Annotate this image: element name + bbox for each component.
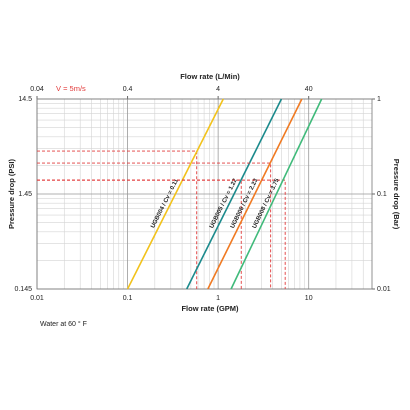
y-tick-label: 0.145	[14, 286, 32, 293]
y2-tick-label: 0.1	[377, 191, 387, 198]
x2-tick-label: 0.04	[30, 86, 44, 93]
x2-axis-title: Flow rate (L/Min)	[180, 72, 240, 81]
reference-line	[37, 179, 286, 289]
plot-frame	[36, 98, 373, 290]
x-tick-label: 0.1	[123, 295, 133, 302]
note: Water at 60 ° F	[40, 320, 87, 328]
x-tick-label: 10	[305, 295, 313, 302]
y-tick-label: 14.5	[18, 96, 32, 103]
y-axis-title: Pressure drop (PSI)	[7, 158, 16, 229]
reference-line	[37, 150, 198, 289]
y-tick-label: 1.45	[18, 191, 32, 198]
annotation: V = 5m/s	[56, 84, 86, 93]
y2-tick-label: 1	[377, 96, 381, 103]
x2-tick-label: 0.4	[123, 86, 133, 93]
x2-tick-label: 4	[216, 86, 220, 93]
reference-line	[37, 162, 272, 289]
series-line	[230, 98, 323, 290]
x-tick-label: 1	[216, 295, 220, 302]
reference-line	[37, 179, 242, 289]
y2-tick-label: 0.01	[377, 286, 391, 293]
x2-tick-label: 40	[305, 86, 313, 93]
y2-axis-title: Pressure drop (Bar)	[392, 159, 401, 230]
x-axis-title: Flow rate (GPM)	[181, 304, 239, 313]
series-line	[186, 98, 283, 290]
series-line	[126, 98, 224, 290]
x-tick-label: 0.01	[30, 295, 44, 302]
series-line	[207, 98, 303, 290]
